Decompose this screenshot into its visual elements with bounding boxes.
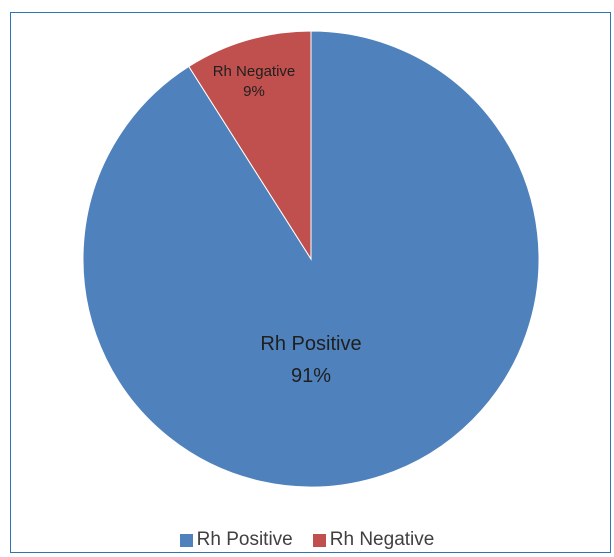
data-label-name-rh-negative: Rh Negative bbox=[213, 63, 296, 80]
legend-item-rh-positive: Rh Positive bbox=[179, 529, 293, 551]
chart-legend: Rh Positive Rh Negative bbox=[0, 529, 614, 551]
legend-swatch-rh-positive bbox=[179, 533, 193, 547]
legend-label-rh-negative: Rh Negative bbox=[329, 529, 435, 550]
data-label-value-rh-negative: 9% bbox=[243, 83, 265, 100]
pie-slice-rh-negative bbox=[188, 30, 312, 261]
data-label-name-rh-positive: Rh Positive bbox=[260, 333, 361, 355]
legend-item-rh-negative: Rh Negative bbox=[312, 529, 435, 551]
legend-label-rh-positive: Rh Positive bbox=[196, 529, 293, 550]
data-label-value-rh-positive: 91% bbox=[291, 365, 331, 387]
legend-swatch-rh-negative bbox=[312, 533, 326, 547]
